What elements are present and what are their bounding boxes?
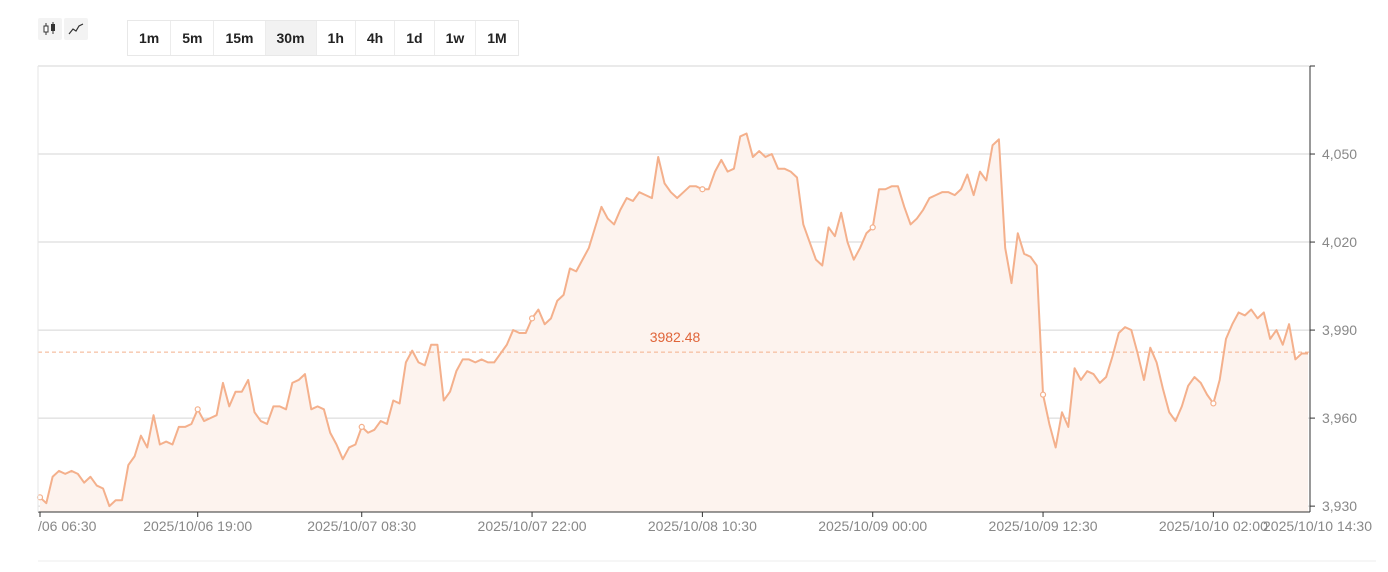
price-area-fill [40,133,1308,512]
y-tick-label: 4,020 [1322,234,1357,250]
data-point-marker [194,406,201,413]
interval-button-1M[interactable]: 1M [487,30,507,46]
interval-button-1d[interactable]: 1d [395,21,435,55]
candlestick-chart-button[interactable] [38,18,62,40]
data-point-marker [1210,400,1217,407]
data-point-marker [358,423,365,431]
data-point-marker [528,315,536,322]
y-tick-label: 3,960 [1322,410,1357,426]
interval-button-4h[interactable]: 4h [356,21,396,55]
data-point-marker [1039,391,1047,398]
line-chart-icon [68,23,84,35]
line-chart-button[interactable] [64,18,88,40]
x-tick-label: 2025/10/07 08:30 [307,518,416,534]
marker-group [36,186,1217,501]
interval-button-5m[interactable]: 5m [171,21,215,55]
chart-type-toolbar [38,18,88,40]
candlestick-icon [43,22,55,35]
y-axis-ticks: 3,930 3,960 3,990 4,020 4,050 [1310,65,1357,514]
x-tick-label: 2025/10/09 00:00 [818,518,927,534]
x-tick-label: 2025/10/06 19:00 [143,518,252,534]
x-tick-label: 2025/10/09 12:30 [989,518,1098,534]
x-tick-label: 2025/10/10 02:00 [1159,518,1268,534]
chart-type-group [38,18,88,40]
y-tick-label: 4,050 [1322,146,1357,162]
price-line [39,132,1308,508]
interval-selector: 1m 5m 15m 30m 1h 4h 1d 1w 1M [127,20,519,56]
y-tick-label: 3,990 [1322,322,1357,338]
interval-button-1w[interactable]: 1w [435,21,477,55]
x-axis-ticks: /06 06:30 2025/10/06 19:00 2025/10/07 08:3… [38,512,1372,534]
x-tick-label: 2025/10/08 10:30 [648,518,757,534]
current-price-label: 3982.48 [650,329,701,345]
interval-button-1m[interactable]: 1m [128,21,172,55]
x-tick-label: 2025/10/07 22:00 [478,518,587,534]
data-point-marker [869,224,876,231]
axes [37,66,1376,562]
interval-button-30m[interactable]: 30m [265,21,317,55]
data-point-marker [699,186,706,193]
x-tick-label: /06 06:30 [38,518,97,534]
interval-button-15m[interactable]: 15m [214,21,266,55]
interval-button-1h[interactable]: 1h [317,21,356,55]
y-tick-label: 3,930 [1322,498,1357,514]
x-tick-label: 2025/10/10 14:30 [1263,518,1372,534]
